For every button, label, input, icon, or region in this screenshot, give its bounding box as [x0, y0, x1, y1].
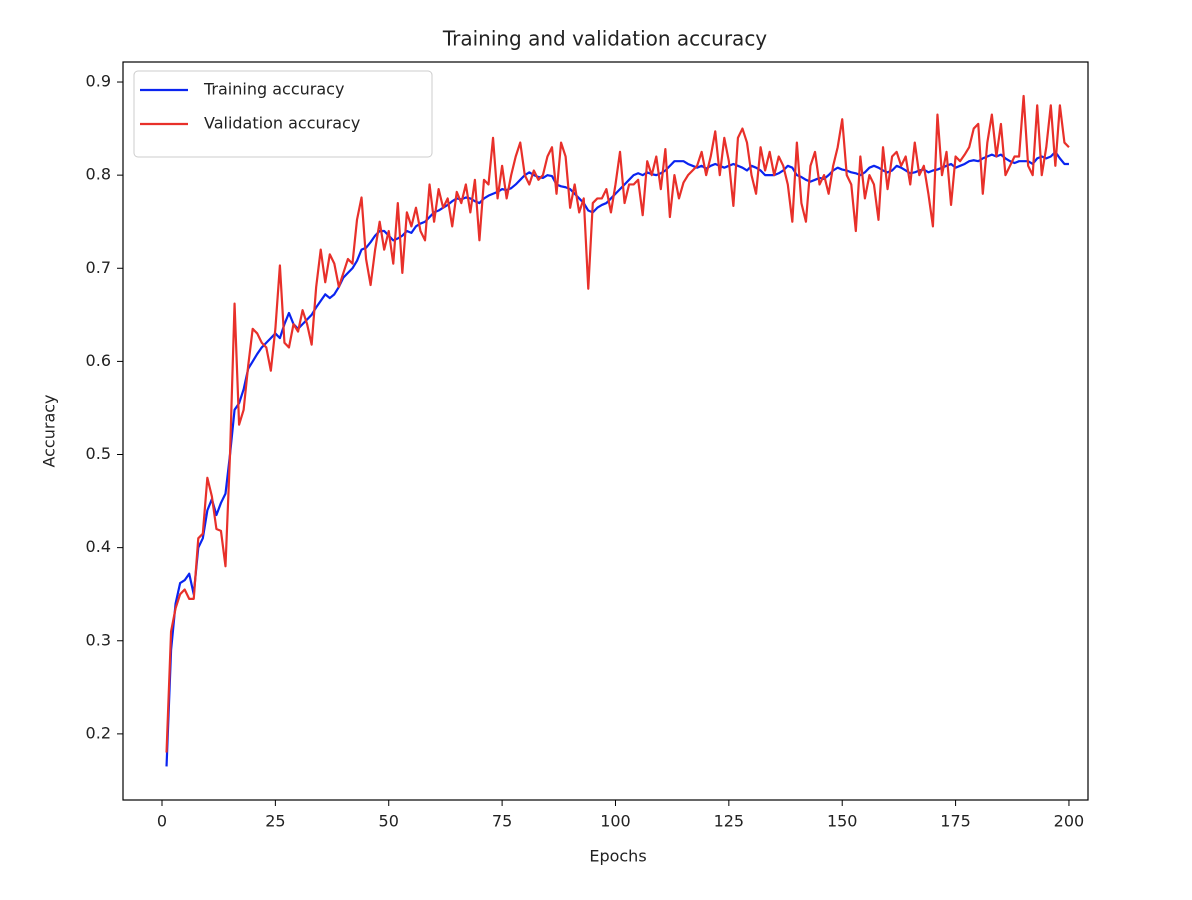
x-axis-label: Epochs: [589, 847, 646, 866]
y-axis-label: Accuracy: [40, 394, 59, 467]
x-tick-label: 75: [492, 812, 512, 831]
x-tick-label: 150: [827, 812, 858, 831]
data-line: [165, 94, 1070, 753]
y-tick-label: 0.9: [86, 72, 111, 91]
y-tick-label: 0.8: [86, 165, 111, 184]
y-tick-label: 0.7: [86, 258, 111, 277]
x-tick-label: 100: [600, 812, 631, 831]
data-line: [165, 150, 1069, 767]
x-tick-label: 200: [1054, 812, 1085, 831]
y-tick-label: 0.4: [86, 537, 111, 556]
plot-frame: [122, 61, 1089, 801]
x-tick-label: 125: [714, 812, 745, 831]
legend-box: [133, 70, 433, 158]
x-tick-label: 175: [940, 812, 971, 831]
y-tick-label: 0.2: [86, 723, 111, 742]
y-tick-label: 0.3: [86, 630, 111, 649]
x-tick-label: 25: [265, 812, 285, 831]
legend-label: Validation accuracy: [204, 114, 360, 133]
x-tick-label: 50: [379, 812, 399, 831]
y-tick-label: 0.5: [86, 444, 111, 463]
y-tick-label: 0.6: [86, 351, 111, 370]
chart-title: Training and validation accuracy: [442, 27, 767, 51]
legend-label: Training accuracy: [203, 80, 344, 99]
x-tick-label: 0: [157, 812, 167, 831]
